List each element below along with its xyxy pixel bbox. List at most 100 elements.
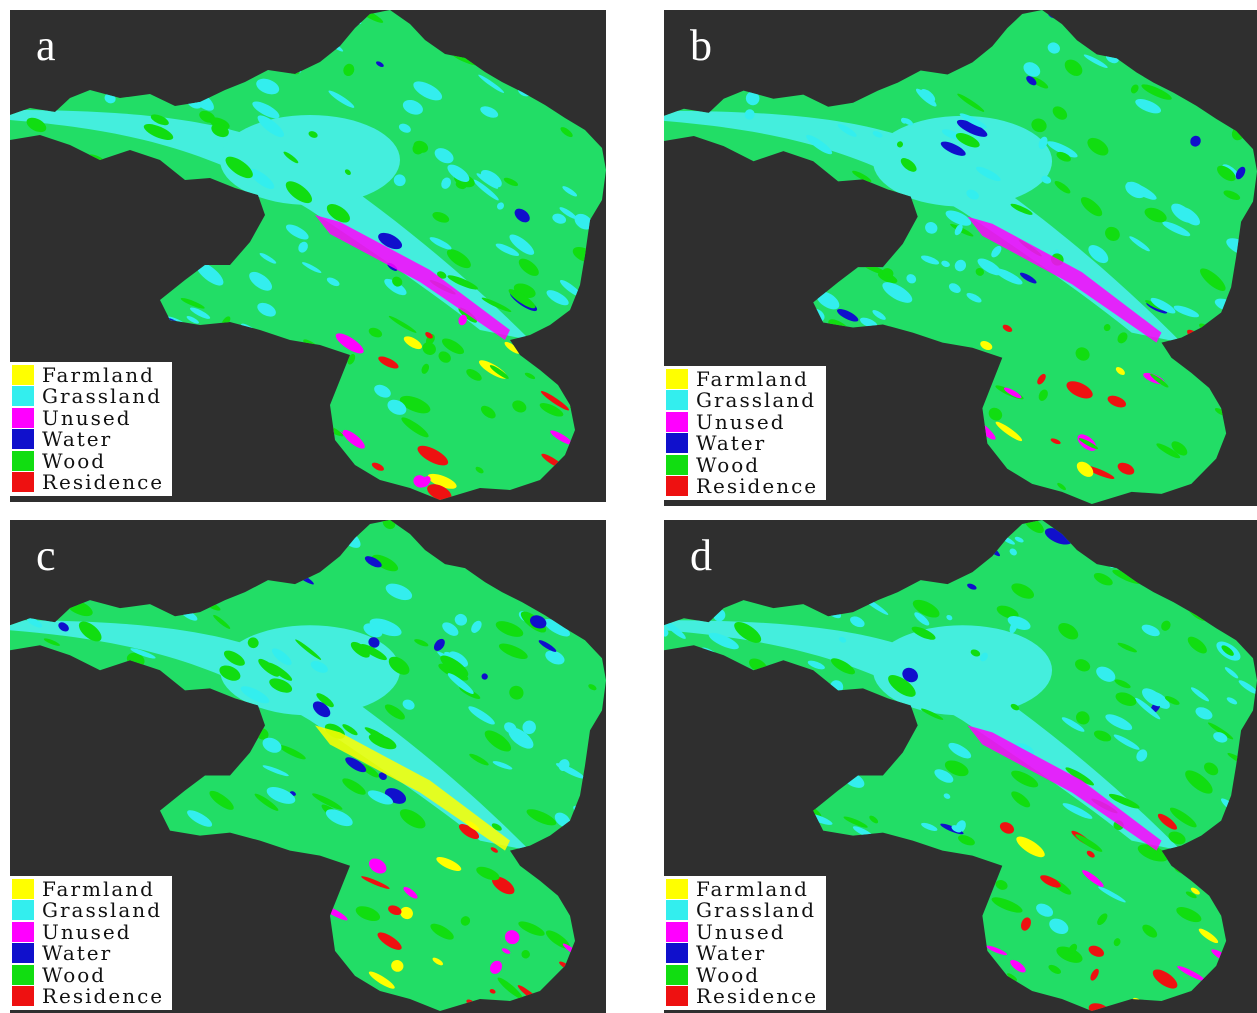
land-patch xyxy=(63,832,79,844)
land-patch xyxy=(56,16,78,33)
legend-label: Water xyxy=(42,427,113,452)
land-patch xyxy=(1065,767,1094,786)
land-patch xyxy=(312,793,343,810)
land-patch xyxy=(896,706,908,718)
land-patch xyxy=(902,118,914,126)
land-patch xyxy=(587,611,600,621)
land-patch xyxy=(580,455,595,464)
land-patch xyxy=(872,131,883,138)
land-patch xyxy=(1117,462,1135,475)
land-patch xyxy=(530,575,545,589)
legend-label: Unused xyxy=(42,405,132,430)
land-patch xyxy=(725,838,748,858)
land-patch xyxy=(82,795,95,809)
land-patch xyxy=(271,648,292,666)
land-patch xyxy=(836,31,864,49)
land-patch xyxy=(830,917,843,924)
land-patch xyxy=(572,892,587,904)
valley-streak xyxy=(967,216,1162,343)
land-patch xyxy=(183,991,206,1007)
land-patch xyxy=(508,289,536,309)
land-patch xyxy=(958,547,983,565)
land-patch xyxy=(825,541,856,562)
land-patch xyxy=(212,723,240,742)
land-patch xyxy=(350,641,370,658)
land-patch xyxy=(1218,985,1246,1009)
land-patch xyxy=(302,262,322,274)
land-patch xyxy=(764,770,773,778)
land-patch xyxy=(262,413,291,432)
land-patch xyxy=(852,170,872,183)
land-patch xyxy=(491,823,502,831)
land-patch xyxy=(195,261,224,286)
land-patch xyxy=(241,863,260,878)
land-patch xyxy=(1048,964,1061,974)
legend-item: Unused xyxy=(666,411,818,433)
land-patch xyxy=(1011,583,1035,599)
legend-swatch xyxy=(12,921,34,942)
land-patch xyxy=(819,520,836,530)
legend-item: Water xyxy=(12,943,164,965)
land-patch xyxy=(256,78,280,95)
land-patch xyxy=(360,644,387,661)
land-patch xyxy=(573,805,597,825)
land-patch xyxy=(495,243,520,257)
land-patch xyxy=(256,28,274,40)
land-patch xyxy=(1023,62,1041,77)
land-patch xyxy=(23,780,47,793)
land-patch xyxy=(833,565,847,577)
land-patch xyxy=(495,621,524,637)
land-patch xyxy=(524,372,536,380)
land-patch xyxy=(834,398,845,406)
land-patch xyxy=(882,268,894,278)
land-patch xyxy=(64,817,91,835)
land-patch xyxy=(799,209,821,226)
land-patch xyxy=(1226,697,1238,705)
land-patch xyxy=(1108,793,1140,809)
land-patch xyxy=(967,583,977,590)
land-patch xyxy=(664,676,675,684)
land-patch xyxy=(1243,423,1257,439)
legend-item: Water xyxy=(666,943,818,965)
land-patch xyxy=(926,436,943,449)
land-patch xyxy=(399,395,431,414)
land-patch xyxy=(975,268,985,276)
land-patch xyxy=(1238,77,1257,95)
land-patch xyxy=(1062,803,1093,819)
land-patch xyxy=(480,106,499,118)
land-patch xyxy=(369,618,402,637)
land-patch xyxy=(518,258,539,276)
land-patch xyxy=(552,213,567,224)
land-patch xyxy=(719,787,739,799)
land-patch xyxy=(29,331,41,342)
land-patch xyxy=(294,992,305,1001)
land-patch xyxy=(378,772,387,781)
land-patch xyxy=(96,763,119,779)
map-panel-c: c Farmland Grassland Unused Water Wood Reside… xyxy=(10,520,606,1013)
land-patch xyxy=(947,992,965,1009)
land-patch xyxy=(807,660,825,670)
land-patch xyxy=(844,80,865,98)
land-patch xyxy=(1066,381,1093,399)
land-patch xyxy=(664,313,671,321)
land-patch xyxy=(1190,536,1197,543)
land-patch xyxy=(74,27,95,41)
legend-swatch xyxy=(666,986,688,1007)
land-patch xyxy=(912,599,940,618)
land-patch xyxy=(490,574,498,582)
land-patch xyxy=(501,948,511,954)
land-patch xyxy=(1235,166,1246,180)
land-patch xyxy=(207,10,225,19)
land-patch xyxy=(454,613,468,626)
land-patch xyxy=(896,400,923,416)
land-patch xyxy=(195,710,228,726)
land-patch xyxy=(946,614,953,621)
land-patch xyxy=(259,252,277,264)
land-patch xyxy=(440,655,469,677)
land-patch xyxy=(1004,387,1022,399)
land-patch xyxy=(1234,10,1257,26)
land-patch xyxy=(1218,596,1234,611)
land-patch xyxy=(401,417,429,438)
land-patch xyxy=(545,650,565,665)
land-patch xyxy=(189,534,202,545)
